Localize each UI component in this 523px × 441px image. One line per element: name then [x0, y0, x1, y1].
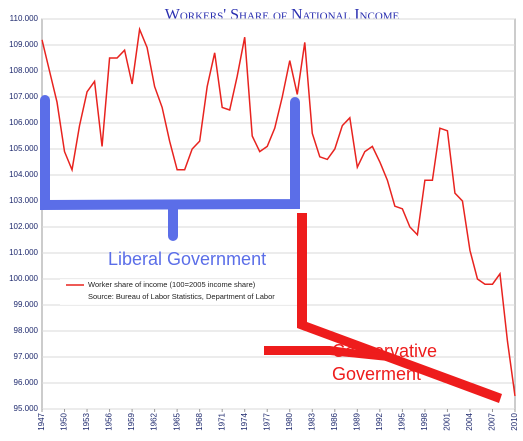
- annotation: Liberal Government: [108, 249, 266, 269]
- y-tick-label: 105.000: [9, 144, 38, 153]
- x-tick-label: 1962: [150, 412, 159, 430]
- x-tick-label: 1971: [217, 412, 226, 430]
- annotation: Goverment: [332, 364, 421, 384]
- y-tick-label: 106.000: [9, 118, 38, 127]
- y-tick-label: 103.000: [9, 196, 38, 205]
- x-tick-label: 1986: [330, 412, 339, 430]
- y-tick-label: 96.000: [14, 378, 39, 387]
- x-tick-label: 1995: [397, 412, 406, 430]
- x-tick-label: 1965: [172, 412, 181, 430]
- y-tick-label: 109.000: [9, 40, 38, 49]
- x-tick-label: 1989: [352, 412, 361, 430]
- x-tick-label: 2001: [443, 412, 452, 430]
- x-tick-label: 2007: [488, 412, 497, 430]
- y-tick-label: 107.000: [9, 92, 38, 101]
- x-tick-label: 1956: [105, 412, 114, 430]
- x-tick-label: 1950: [60, 412, 69, 430]
- annotation: Conservative: [332, 341, 437, 361]
- conservative-arrow: [264, 213, 502, 403]
- x-tick-label: 1998: [420, 412, 429, 430]
- chart-title: Workers' Share of National Income: [165, 7, 400, 24]
- x-tick-label: 1953: [82, 412, 91, 430]
- x-tick-label: 1980: [285, 412, 294, 430]
- liberal-bracket: [40, 95, 300, 241]
- x-tick-label: 1947: [37, 412, 46, 430]
- y-tick-label: 97.000: [14, 352, 39, 361]
- x-tick-label: 1968: [195, 412, 204, 430]
- y-tick-label: 101.000: [9, 248, 38, 257]
- legend-label: Worker share of income (100=2005 income …: [88, 280, 256, 289]
- x-tick-label: 1992: [375, 412, 384, 430]
- x-tick-label: 2010: [510, 412, 519, 430]
- x-tick-label: 1977: [262, 412, 271, 430]
- y-tick-label: 102.000: [9, 222, 38, 231]
- source-note: Source: Bureau of Labor Statistics, Depa…: [88, 292, 275, 301]
- x-tick-label: 1974: [240, 412, 249, 430]
- y-tick-label: 104.000: [9, 170, 38, 179]
- y-tick-label: 95.000: [14, 404, 39, 413]
- x-tick-label: 1983: [307, 412, 316, 430]
- y-tick-label: 99.000: [14, 300, 39, 309]
- y-tick-label: 108.000: [9, 66, 38, 75]
- y-tick-label: 98.000: [14, 326, 39, 335]
- x-tick-label: 2004: [465, 412, 474, 430]
- x-tick-label: 1959: [127, 412, 136, 430]
- series-line: [41, 26, 516, 397]
- y-tick-label: 110.000: [10, 14, 39, 23]
- y-tick-label: 100.000: [9, 274, 38, 283]
- legend: [60, 279, 302, 305]
